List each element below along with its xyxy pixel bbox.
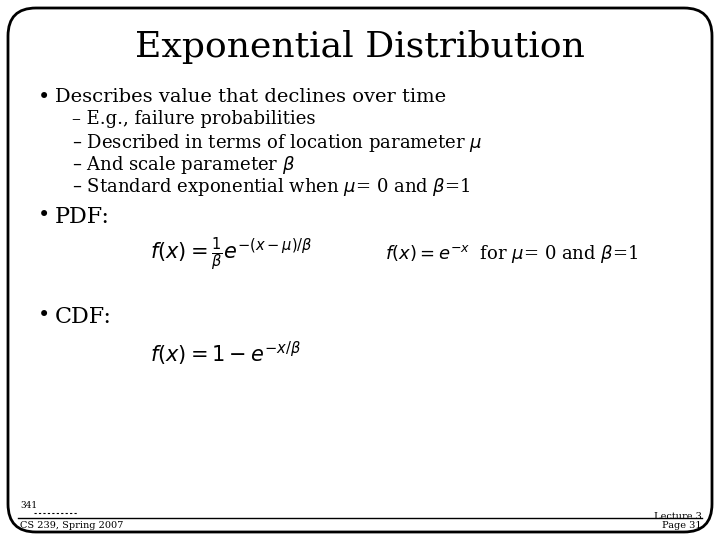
Text: Lecture 3: Lecture 3	[654, 512, 702, 521]
Text: – And scale parameter $\beta$: – And scale parameter $\beta$	[72, 154, 295, 176]
Text: 341: 341	[20, 501, 37, 510]
Text: – Standard exponential when $\mu$= 0 and $\beta$=1: – Standard exponential when $\mu$= 0 and…	[72, 176, 470, 198]
Text: $f(x) = \frac{1}{\beta}e^{-(x-\mu)/\beta}$: $f(x) = \frac{1}{\beta}e^{-(x-\mu)/\beta…	[150, 235, 312, 273]
Text: Page 31: Page 31	[662, 521, 702, 530]
Text: •: •	[38, 206, 50, 225]
Text: – Described in terms of location parameter $\mu$: – Described in terms of location paramet…	[72, 132, 482, 154]
Text: Describes value that declines over time: Describes value that declines over time	[55, 88, 446, 106]
Text: PDF:: PDF:	[55, 206, 110, 228]
FancyBboxPatch shape	[8, 8, 712, 532]
Text: •: •	[38, 88, 50, 107]
Text: •: •	[38, 306, 50, 325]
Text: $f(x) = e^{-x}$  for $\mu$= 0 and $\beta$=1: $f(x) = e^{-x}$ for $\mu$= 0 and $\beta$…	[385, 243, 638, 265]
Text: $f(x) = 1 - e^{-x/\beta}$: $f(x) = 1 - e^{-x/\beta}$	[150, 340, 301, 368]
Text: CS 239, Spring 2007: CS 239, Spring 2007	[20, 521, 123, 530]
Text: – E.g., failure probabilities: – E.g., failure probabilities	[72, 110, 315, 128]
Text: CDF:: CDF:	[55, 306, 112, 328]
Text: Exponential Distribution: Exponential Distribution	[135, 30, 585, 64]
